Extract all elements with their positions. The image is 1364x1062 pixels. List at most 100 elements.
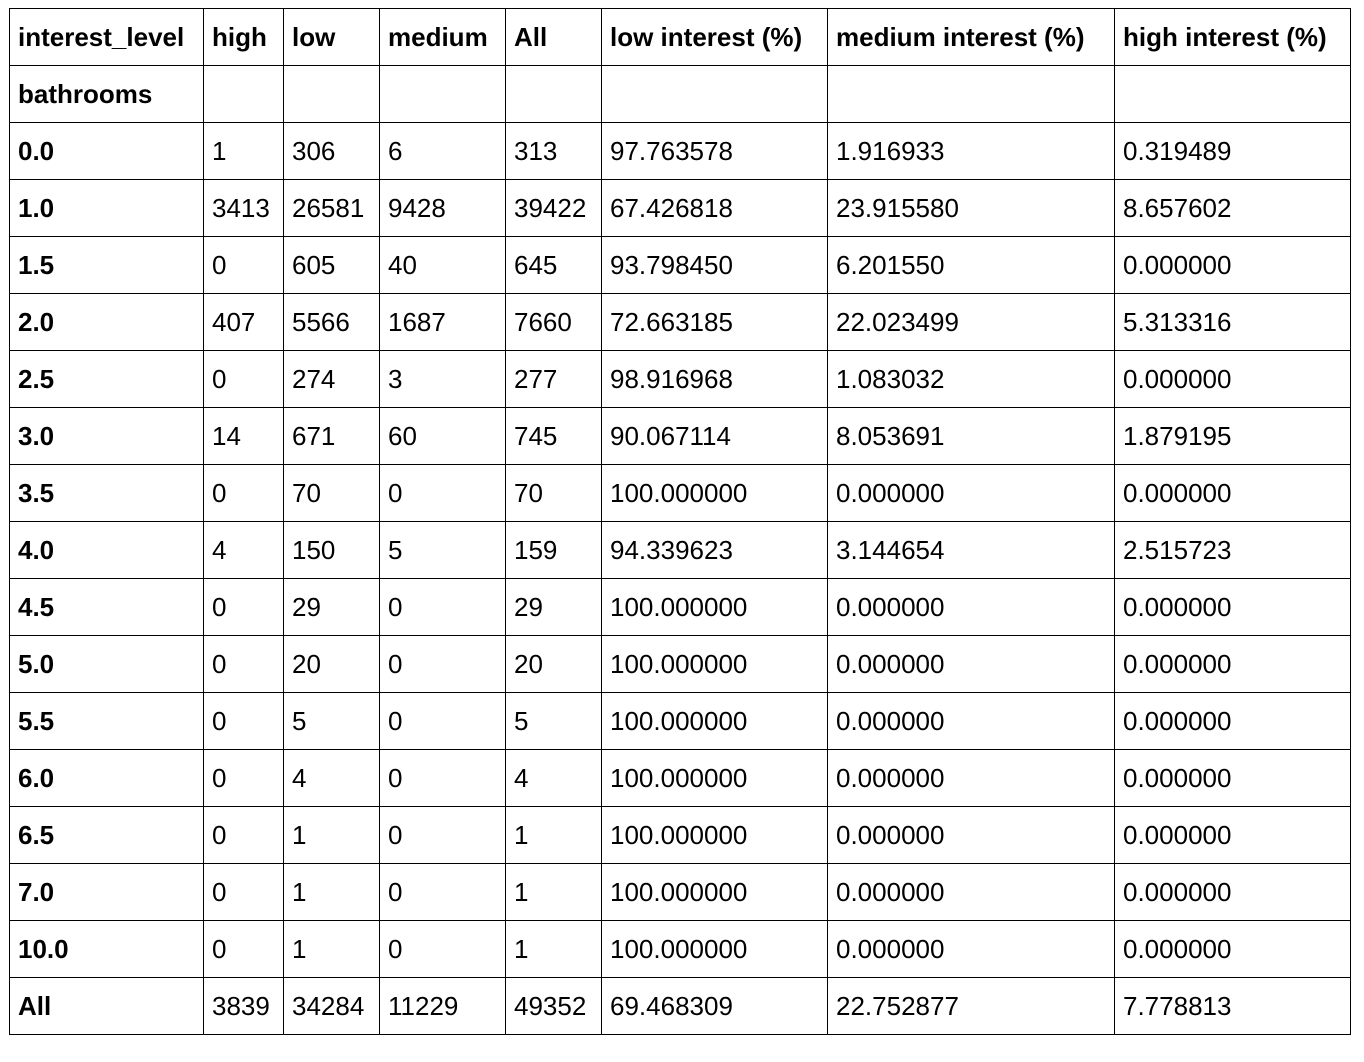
cell-low-interest-pct: 100.000000	[601, 920, 828, 978]
cell-high: 0	[203, 920, 284, 978]
cell-all: 70	[505, 464, 602, 522]
cell-all: 277	[505, 350, 602, 408]
cell-high-interest-pct: 0.000000	[1114, 464, 1351, 522]
cell-all: 159	[505, 521, 602, 579]
cell-low-interest-pct: 90.067114	[601, 407, 828, 465]
cell-high-interest-pct: 7.778813	[1114, 977, 1351, 1035]
cell-medium: 1687	[379, 293, 506, 351]
cell-high: 0	[203, 236, 284, 294]
cell-low: 4	[283, 749, 380, 807]
cell-low: 26581	[283, 179, 380, 237]
data-table: interest_level high low medium All low i…	[9, 8, 1351, 1035]
cell-low: 5	[283, 692, 380, 750]
row-index-cell: 6.5	[9, 806, 204, 864]
cell-high-interest-pct: 0.000000	[1114, 578, 1351, 636]
empty-cell	[505, 65, 602, 123]
cell-medium-interest-pct: 23.915580	[827, 179, 1115, 237]
cell-medium-interest-pct: 6.201550	[827, 236, 1115, 294]
cell-low: 605	[283, 236, 380, 294]
table-row: All 3839 34284 11229 49352 69.468309 22.752877…	[9, 977, 1351, 1035]
cell-low-interest-pct: 97.763578	[601, 122, 828, 180]
cell-medium: 5	[379, 521, 506, 579]
cell-low: 20	[283, 635, 380, 693]
table-row: 4.0 4 150 5 159 94.339623 3.144654 2.515723	[9, 521, 1351, 579]
cell-high-interest-pct: 0.000000	[1114, 350, 1351, 408]
cell-medium-interest-pct: 22.023499	[827, 293, 1115, 351]
cell-high-interest-pct: 0.000000	[1114, 749, 1351, 807]
table-row: 1.5 0 605 40 645 93.798450 6.201550 0.000000	[9, 236, 1351, 294]
cell-medium-interest-pct: 0.000000	[827, 749, 1115, 807]
cell-high-interest-pct: 0.000000	[1114, 236, 1351, 294]
cell-medium: 0	[379, 806, 506, 864]
cell-all: 5	[505, 692, 602, 750]
column-header-medium-interest-pct: medium interest (%)	[827, 8, 1115, 66]
cell-high-interest-pct: 8.657602	[1114, 179, 1351, 237]
cell-high: 4	[203, 521, 284, 579]
row-index-cell: 5.0	[9, 635, 204, 693]
row-index-cell: 4.0	[9, 521, 204, 579]
cell-medium: 0	[379, 863, 506, 921]
cell-medium-interest-pct: 22.752877	[827, 977, 1115, 1035]
cell-medium: 40	[379, 236, 506, 294]
table-row: 10.0 0 1 0 1 100.000000 0.000000 0.000000	[9, 920, 1351, 978]
cell-medium: 3	[379, 350, 506, 408]
cell-medium-interest-pct: 1.083032	[827, 350, 1115, 408]
row-index-cell: 3.0	[9, 407, 204, 465]
table-row: 5.0 0 20 0 20 100.000000 0.000000 0.000000	[9, 635, 1351, 693]
row-index-cell: 3.5	[9, 464, 204, 522]
cell-high: 0	[203, 578, 284, 636]
cell-high-interest-pct: 0.000000	[1114, 692, 1351, 750]
cell-low-interest-pct: 94.339623	[601, 521, 828, 579]
index-name-row: bathrooms	[9, 65, 1351, 123]
cell-high-interest-pct: 5.313316	[1114, 293, 1351, 351]
row-index-cell: 2.5	[9, 350, 204, 408]
cell-medium: 0	[379, 749, 506, 807]
cell-low: 1	[283, 806, 380, 864]
cell-low-interest-pct: 100.000000	[601, 863, 828, 921]
cell-high-interest-pct: 0.319489	[1114, 122, 1351, 180]
cell-medium-interest-pct: 0.000000	[827, 920, 1115, 978]
cell-medium-interest-pct: 8.053691	[827, 407, 1115, 465]
cell-low: 306	[283, 122, 380, 180]
cell-all: 39422	[505, 179, 602, 237]
cell-low: 29	[283, 578, 380, 636]
cell-high: 0	[203, 464, 284, 522]
row-index-cell: All	[9, 977, 204, 1035]
cell-all: 7660	[505, 293, 602, 351]
cell-medium-interest-pct: 0.000000	[827, 464, 1115, 522]
cell-low-interest-pct: 100.000000	[601, 806, 828, 864]
cell-medium-interest-pct: 0.000000	[827, 635, 1115, 693]
row-index-cell: 7.0	[9, 863, 204, 921]
row-index-cell: 2.0	[9, 293, 204, 351]
empty-cell	[601, 65, 828, 123]
cell-low-interest-pct: 67.426818	[601, 179, 828, 237]
table-row: 5.5 0 5 0 5 100.000000 0.000000 0.000000	[9, 692, 1351, 750]
cell-medium: 0	[379, 464, 506, 522]
cell-high: 0	[203, 692, 284, 750]
cell-low: 1	[283, 863, 380, 921]
table-row: 6.0 0 4 0 4 100.000000 0.000000 0.000000	[9, 749, 1351, 807]
cell-high-interest-pct: 0.000000	[1114, 806, 1351, 864]
cell-high: 3413	[203, 179, 284, 237]
cell-high-interest-pct: 2.515723	[1114, 521, 1351, 579]
cell-low: 150	[283, 521, 380, 579]
cell-medium: 0	[379, 692, 506, 750]
cell-low-interest-pct: 93.798450	[601, 236, 828, 294]
cell-low-interest-pct: 100.000000	[601, 749, 828, 807]
cell-low: 34284	[283, 977, 380, 1035]
empty-cell	[283, 65, 380, 123]
empty-cell	[203, 65, 284, 123]
cell-low: 70	[283, 464, 380, 522]
row-index-cell: 1.5	[9, 236, 204, 294]
empty-cell	[1114, 65, 1351, 123]
cell-low-interest-pct: 69.468309	[601, 977, 828, 1035]
cell-low-interest-pct: 100.000000	[601, 464, 828, 522]
cell-medium-interest-pct: 1.916933	[827, 122, 1115, 180]
cell-low-interest-pct: 98.916968	[601, 350, 828, 408]
row-index-cell: 0.0	[9, 122, 204, 180]
cell-high: 0	[203, 635, 284, 693]
cell-all: 745	[505, 407, 602, 465]
column-header-high: high	[203, 8, 284, 66]
cell-high: 407	[203, 293, 284, 351]
cell-all: 1	[505, 920, 602, 978]
